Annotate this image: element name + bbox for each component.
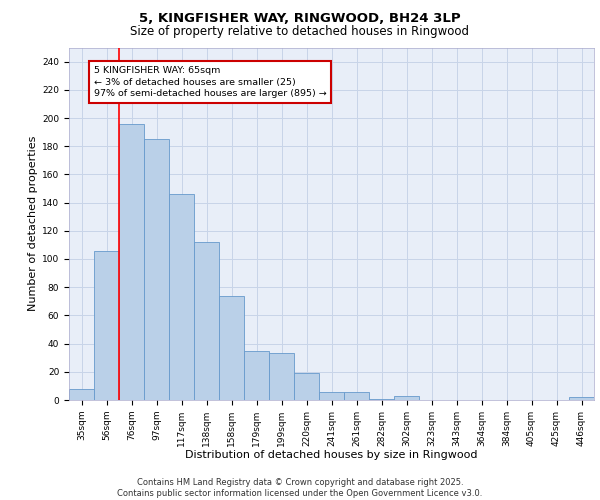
- Text: 5, KINGFISHER WAY, RINGWOOD, BH24 3LP: 5, KINGFISHER WAY, RINGWOOD, BH24 3LP: [139, 12, 461, 26]
- Bar: [94, 250, 119, 400]
- Bar: [244, 350, 269, 400]
- Bar: [344, 392, 369, 400]
- Bar: [144, 139, 169, 400]
- X-axis label: Distribution of detached houses by size in Ringwood: Distribution of detached houses by size …: [185, 450, 478, 460]
- Bar: [219, 296, 244, 400]
- Text: Contains HM Land Registry data © Crown copyright and database right 2025.
Contai: Contains HM Land Registry data © Crown c…: [118, 478, 482, 498]
- Bar: [69, 388, 94, 400]
- Bar: [394, 396, 419, 400]
- Bar: [569, 397, 594, 400]
- Text: Size of property relative to detached houses in Ringwood: Size of property relative to detached ho…: [131, 25, 470, 38]
- Bar: [319, 392, 344, 400]
- Bar: [119, 124, 144, 400]
- Bar: [194, 242, 219, 400]
- Bar: [169, 194, 194, 400]
- Text: 5 KINGFISHER WAY: 65sqm
← 3% of detached houses are smaller (25)
97% of semi-det: 5 KINGFISHER WAY: 65sqm ← 3% of detached…: [94, 66, 327, 98]
- Y-axis label: Number of detached properties: Number of detached properties: [28, 136, 38, 312]
- Bar: [294, 373, 319, 400]
- Bar: [369, 398, 394, 400]
- Bar: [269, 354, 294, 400]
